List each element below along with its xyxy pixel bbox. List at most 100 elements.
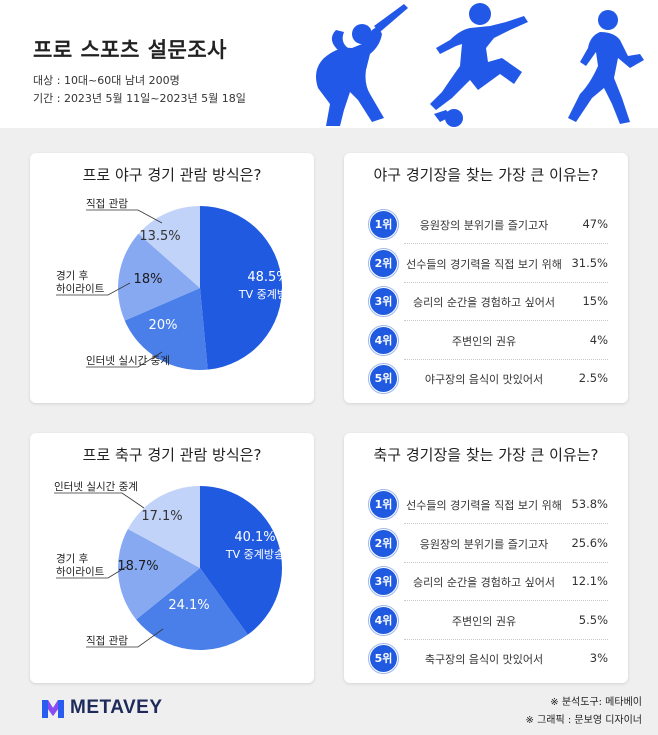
baseball-pie-slice — [124, 288, 208, 370]
soccer-value-label: 24.1% — [168, 598, 209, 613]
baseball-slice-label: 인터넷 실시간 중계 — [86, 355, 170, 367]
credit-designer: ※ 그래픽 : 문보영 디자이너 — [525, 715, 642, 726]
soccer-leader-line — [86, 628, 164, 648]
reason-text: 야구장의 음식이 맛있어서 — [424, 373, 544, 386]
row-divider — [404, 600, 608, 601]
row-divider — [404, 320, 608, 321]
baseball-value-label: 18% — [134, 272, 163, 287]
baseball-viewing-card: 프로 야구 경기 관람 방식은? 48.5% 20% 18% 13.5% TV 중계방송… — [30, 153, 314, 403]
row-divider — [404, 281, 608, 283]
baseball-reason-row: 3위 승리의 순간을 경험하고 싶어서 15% — [368, 283, 608, 321]
reason-value: 3% — [589, 651, 608, 665]
baseball-slice-label: 경기 후 — [56, 269, 89, 282]
reason-value: 4% — [589, 332, 608, 347]
soccer-reason-row: 5위 축구장의 음식이 맛있어서 3% — [368, 640, 608, 678]
baseball-batter-icon — [316, 4, 408, 126]
soccer-slice-label: 직접 관람 — [86, 634, 128, 647]
baseball-viewing-title: 프로 야구 경기 관람 방식은? — [82, 166, 262, 184]
runner-icon — [568, 10, 644, 124]
rank-badge: 4위 — [368, 324, 399, 356]
reason-value: 31.5% — [571, 255, 608, 270]
baseball-slice-label: 직접 관람 — [86, 197, 128, 210]
soccer-value-label: 18.7% — [117, 559, 158, 574]
metavey-logo-icon — [42, 700, 64, 718]
row-divider — [404, 243, 608, 244]
soccer-value-label: 17.1% — [141, 509, 182, 524]
soccer-leader-line — [56, 566, 127, 579]
reason-text: 축구장의 음식이 맛있어서 — [424, 653, 544, 666]
soccer-reason-row: 1위 선수들의 경기력을 직접 보기 위해 53.8% — [368, 486, 608, 524]
baseball-reason-row: 2위 선수들의 경기력을 직접 보기 위해 31.5% — [368, 245, 608, 283]
rank-badge: 5위 — [368, 363, 399, 394]
reason-text: 주변인의 권유 — [451, 614, 517, 628]
baseball-leader-line — [86, 351, 163, 368]
soccer-leader-line — [54, 492, 145, 509]
brand-name: METAVEY — [70, 697, 163, 718]
soccer-reason-row: 3위 승리의 순간을 경험하고 싶어서 12.1% — [368, 563, 608, 601]
soccer-slice-label: 하이라이트 — [56, 565, 105, 578]
athlete-silhouettes — [316, 3, 644, 127]
row-divider — [404, 358, 608, 360]
rank-badge: 1위 — [368, 209, 399, 240]
rank-badge: 3위 — [368, 286, 399, 317]
reason-text: 선수들의 경기력을 직접 보기 위해 — [406, 499, 562, 512]
baseball-slice-label: TV 중계방송 — [238, 288, 297, 301]
reason-text: 승리의 순간을 경험하고 싶어서 — [412, 576, 556, 589]
reason-text: 응원장의 분위기를 즐기고자 — [419, 537, 549, 551]
baseball-reason-row: 4위 주변인의 권유 4% — [368, 322, 608, 360]
soccer-viewing-title: 프로 축구 경기 관람 방식은? — [82, 446, 262, 464]
soccer-reasons-title: 축구 경기장을 찾는 가장 큰 이유는? — [373, 446, 599, 464]
baseball-value-label: 13.5% — [139, 229, 180, 244]
soccer-value-label: 40.1% — [234, 530, 275, 545]
reason-value: 12.1% — [571, 574, 608, 588]
reason-text: 주변인의 권유 — [451, 334, 517, 348]
reason-value: 2.5% — [578, 371, 608, 385]
baseball-leader-line — [86, 209, 163, 224]
soccer-reasons-card: 축구 경기장을 찾는 가장 큰 이유는? 1위 선수들의 경기력을 직접 보기 위… — [344, 433, 628, 683]
reason-value: 53.8% — [571, 497, 608, 511]
baseball-pie-slice — [138, 206, 200, 288]
baseball-reasons-card: 야구 경기장을 찾는 가장 큰 이유는? 1위 응원장의 분위기를 즐기고자 47%… — [344, 153, 628, 403]
soccer-viewing-card: 프로 축구 경기 관람 방식은? 40.1% 24.1% 18.7% 17.1% TV … — [30, 433, 314, 683]
reason-value: 47% — [582, 217, 608, 231]
soccer-pie-slice — [127, 486, 200, 568]
soccer-pie-slice — [118, 528, 200, 620]
soccer-reason-row: 4위 주변인의 권유 5.5% — [368, 602, 608, 640]
baseball-value-label: 48.5% — [247, 270, 288, 285]
reason-text: 승리의 순간을 경험하고 싶어서 — [412, 296, 556, 309]
baseball-reason-row: 5위 야구장의 음식이 맛있어서 2.5% — [368, 360, 608, 398]
soccer-slice-label: 인터넷 실시간 중계 — [54, 481, 138, 493]
rank-badge: 2위 — [368, 247, 399, 279]
reason-text: 응원장의 분위기를 즐기고자 — [419, 219, 549, 232]
baseball-reasons-title: 야구 경기장을 찾는 가장 큰 이유는? — [373, 166, 599, 184]
header: 프로 스포츠 설문조사 대상 : 10대~60대 남녀 200명 기간 : 20… — [0, 0, 658, 128]
baseball-reason-row: 1위 응원장의 분위기를 즐기고자 47% — [368, 206, 608, 244]
reason-value: 5.5% — [578, 612, 608, 627]
baseball-pie-slice — [118, 233, 200, 321]
row-divider — [404, 523, 608, 524]
baseball-pie-slice — [200, 206, 282, 370]
soccer-player-icon — [430, 3, 528, 127]
reason-text: 선수들의 경기력을 직접 보기 위해 — [406, 257, 562, 271]
survey-period: 기간 : 2023년 5월 11일~2023년 5월 18일 — [33, 92, 246, 105]
reason-value: 15% — [582, 294, 608, 308]
row-divider — [404, 561, 608, 563]
baseball-slice-label: 하이라이트 — [56, 282, 105, 295]
soccer-slice-label: 경기 후 — [56, 552, 89, 565]
page-title: 프로 스포츠 설문조사 — [33, 38, 228, 62]
rank-badge: 2위 — [368, 527, 399, 559]
soccer-pie-slice — [200, 486, 282, 635]
rank-badge: 1위 — [368, 489, 399, 520]
rank-badge: 5위 — [368, 643, 399, 674]
rank-badge: 3위 — [368, 566, 399, 597]
reason-value: 25.6% — [571, 535, 608, 550]
baseball-leader-line — [56, 282, 131, 296]
survey-target: 대상 : 10대~60대 남녀 200명 — [33, 74, 180, 87]
credit-analysis-tool: ※ 분석도구: 메타베이 — [550, 697, 642, 708]
soccer-reason-row: 2위 응원장의 분위기를 즐기고자 25.6% — [368, 525, 608, 563]
baseball-value-label: 20% — [149, 318, 178, 333]
rank-badge: 4위 — [368, 604, 399, 636]
